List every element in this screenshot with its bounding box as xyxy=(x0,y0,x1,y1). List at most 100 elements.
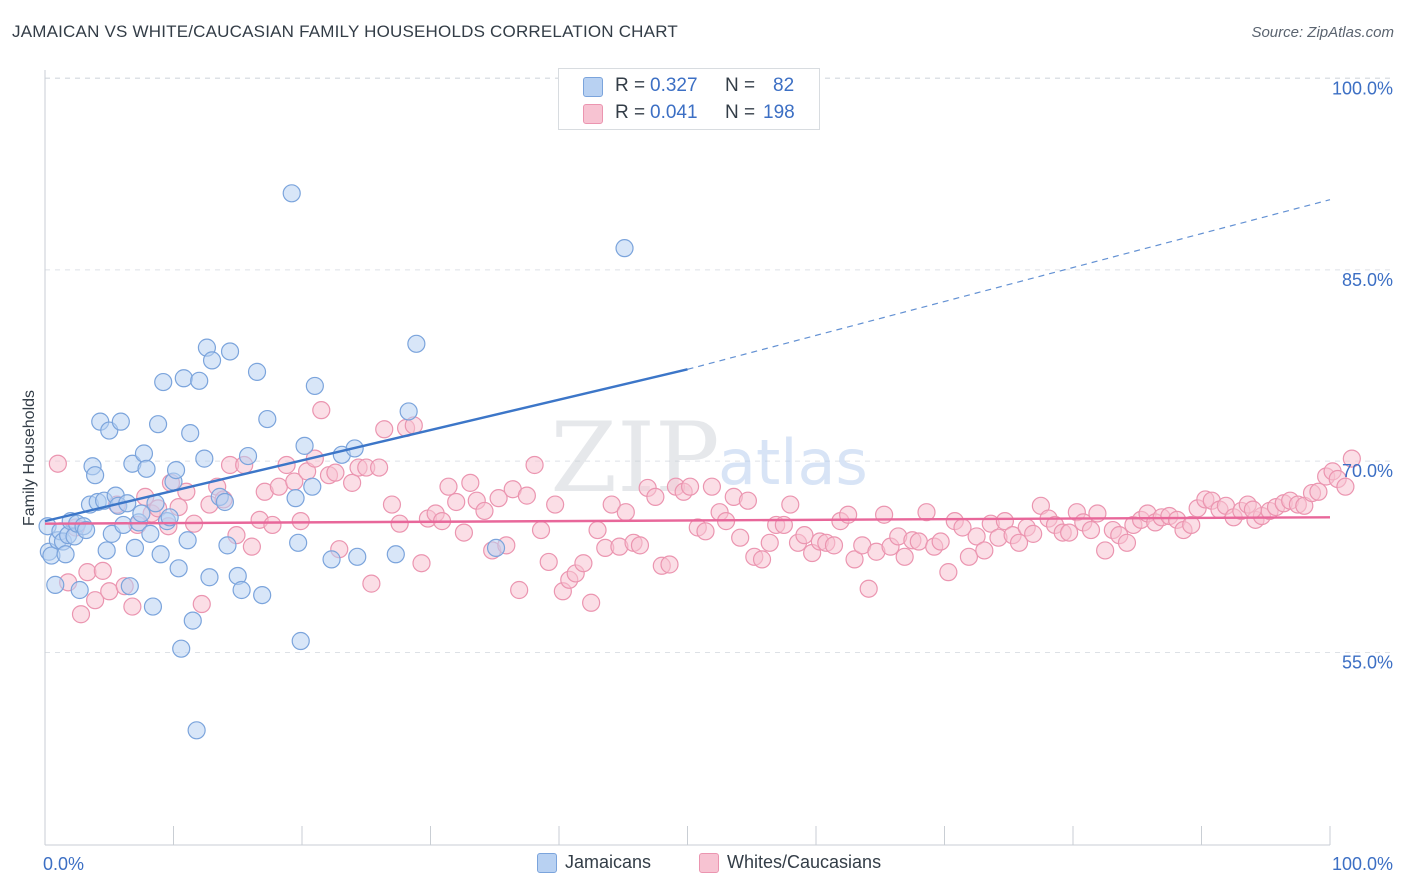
whites-point xyxy=(574,554,593,573)
whites-point xyxy=(781,495,800,514)
whites-point xyxy=(242,537,261,556)
whites-point xyxy=(362,574,381,593)
jamaicans-point xyxy=(114,515,133,535)
whites-point xyxy=(1342,449,1361,468)
series-label-whites: Whites/Caucasians xyxy=(727,852,882,872)
whites-point xyxy=(1009,533,1029,552)
y-tick-label: 85.0% xyxy=(1342,270,1393,290)
whites-point xyxy=(454,523,474,542)
jamaicans-point xyxy=(169,559,188,578)
jamaicans-point xyxy=(166,460,186,480)
legend-n-value: 198 xyxy=(763,102,795,123)
whites-point xyxy=(461,473,480,492)
whites-point xyxy=(1182,515,1201,535)
jamaicans-point xyxy=(181,424,200,443)
whites-point xyxy=(263,515,282,535)
whites-point xyxy=(616,503,635,522)
jamaicans-point xyxy=(238,446,258,466)
jamaicans-point xyxy=(137,459,156,478)
jamaicans-trend-line xyxy=(44,368,688,523)
whites-point xyxy=(795,526,814,545)
jamaicans-points xyxy=(38,184,634,740)
trend-lines xyxy=(44,199,1331,525)
jamaicans-point xyxy=(86,466,105,485)
whites-points xyxy=(48,401,1361,624)
whites-point xyxy=(824,536,844,555)
whites-point xyxy=(967,527,986,546)
whites-point xyxy=(71,605,91,624)
series-label-jamaicans: Jamaicans xyxy=(565,852,652,872)
whites-point xyxy=(100,582,119,601)
whites-point xyxy=(370,458,389,477)
whites-point xyxy=(48,454,67,473)
jamaicans-point xyxy=(282,184,301,203)
whites-point xyxy=(646,487,665,506)
whites-point xyxy=(859,579,878,598)
jamaicans-point xyxy=(190,371,209,390)
whites-point xyxy=(326,463,345,482)
legend-n-label: N = xyxy=(725,75,756,96)
jamaicans-point xyxy=(220,342,240,361)
whites-point xyxy=(525,455,544,475)
jamaicans-point xyxy=(77,520,96,540)
whites-point xyxy=(1024,524,1043,543)
whites-point xyxy=(439,477,458,496)
legend-n-value: 82 xyxy=(773,75,795,96)
whites-point xyxy=(1096,541,1115,560)
whites-point xyxy=(86,591,105,610)
whites-point xyxy=(390,514,409,533)
whites-point xyxy=(752,550,772,569)
jamaicans-point xyxy=(154,372,173,392)
whites-point xyxy=(1117,533,1137,552)
whites-point xyxy=(895,547,914,566)
jamaicans-point xyxy=(111,412,130,431)
whites-point xyxy=(975,541,994,560)
jamaicans-point xyxy=(295,436,314,455)
jamaicans-point xyxy=(132,504,151,523)
whites-point xyxy=(1309,482,1328,501)
whites-point xyxy=(269,477,288,496)
jamaicans-point xyxy=(615,239,634,258)
jamaicans-point xyxy=(232,580,251,600)
source-credit: Source: ZipAtlas.com xyxy=(1251,24,1394,41)
whites-point xyxy=(588,520,607,540)
jamaicans-point xyxy=(120,577,139,596)
whites-point xyxy=(702,477,722,496)
legend-swatch-blue xyxy=(583,77,603,97)
whites-point xyxy=(531,520,551,540)
whites-point xyxy=(909,532,928,551)
jamaicans-point xyxy=(407,334,426,353)
whites-point xyxy=(959,547,979,566)
whites-point xyxy=(78,563,97,582)
whites-point xyxy=(680,477,700,496)
jamaicans-point xyxy=(215,492,234,512)
whites-point xyxy=(660,555,679,574)
series-swatch-pink xyxy=(699,853,719,873)
whites-point xyxy=(312,401,331,420)
axes xyxy=(44,70,1331,846)
jamaicans-point xyxy=(187,721,206,740)
jamaicans-point xyxy=(258,409,277,429)
tick-labels: 55.0% 70.0% 85.0% 100.0% 0.0% 100.0% xyxy=(43,79,1393,874)
jamaicans-point xyxy=(183,611,202,630)
whites-trend-line xyxy=(44,516,1331,525)
whites-point xyxy=(475,501,494,521)
x-tick-label-max: 100.0% xyxy=(1332,854,1393,874)
jamaicans-point xyxy=(486,538,506,558)
jamaicans-point xyxy=(148,415,168,434)
whites-point xyxy=(760,533,779,552)
whites-point xyxy=(291,512,310,531)
jamaicans-point xyxy=(46,575,65,594)
whites-point xyxy=(382,495,402,514)
jamaicans-point xyxy=(253,586,272,605)
whites-point xyxy=(546,495,565,514)
whites-point xyxy=(510,580,529,600)
gridlines xyxy=(45,77,1395,653)
chart-title: JAMAICAN VS WHITE/CAUCASIAN FAMILY HOUSE… xyxy=(12,22,678,41)
jamaicans-point xyxy=(202,351,222,370)
whites-point xyxy=(1081,520,1101,540)
jamaicans-point xyxy=(247,362,267,381)
correlation-legend: R = 0.327 N = 82 R = 0.041 N = 198 xyxy=(558,68,820,130)
whites-point xyxy=(1336,477,1355,496)
jamaicans-point xyxy=(70,580,89,600)
